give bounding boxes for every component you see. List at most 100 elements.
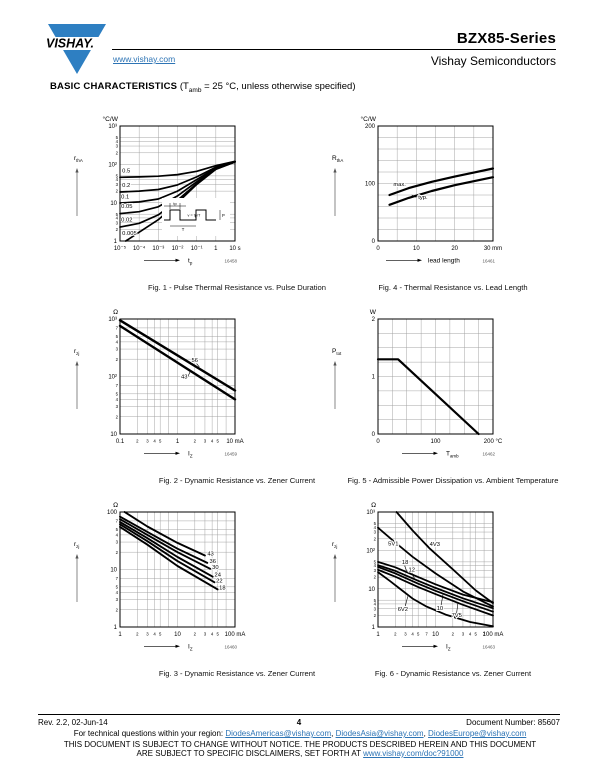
svg-text:IZ: IZ: [188, 451, 193, 459]
svg-text:7: 7: [116, 519, 119, 524]
svg-text:5: 5: [116, 527, 119, 532]
svg-text:3: 3: [462, 632, 465, 637]
svg-text:4: 4: [116, 177, 119, 182]
svg-text:100 mA: 100 mA: [483, 632, 504, 638]
tech-questions-line: For technical questions within your regi…: [0, 729, 600, 738]
svg-text:4: 4: [211, 439, 214, 444]
svg-text:RthA: RthA: [332, 155, 343, 163]
svg-text:2: 2: [136, 439, 139, 444]
svg-text:5: 5: [159, 439, 162, 444]
svg-text:10 mA: 10 mA: [226, 439, 243, 445]
svg-text:Ω: Ω: [371, 502, 376, 509]
disclaimer-doc-link[interactable]: www.vishay.com/doc?91000: [363, 749, 464, 758]
svg-text:5V1: 5V1: [388, 541, 398, 547]
svg-text:30 mm: 30 mm: [484, 246, 502, 252]
svg-text:16463: 16463: [482, 645, 495, 650]
svg-text:rzj: rzj: [332, 541, 337, 549]
svg-text:Ptot: Ptot: [332, 348, 342, 356]
svg-text:3: 3: [204, 439, 207, 444]
fig2-caption: Fig. 2 - Dynamic Resistance vs. Zener Cu…: [158, 476, 316, 485]
svg-text:10⁻⁴: 10⁻⁴: [133, 245, 146, 252]
fig2-chart: 0.1 2 3 4 5 1 2 3 4 5 10 mA 10 2 3 4 5 7 10² 2 3 4 5 7 10³ 56 43 Ω…: [60, 303, 288, 470]
svg-text:0.1: 0.1: [116, 439, 125, 445]
fig1-caption: Fig. 1 - Pulse Thermal Resistance vs. Pu…: [148, 283, 326, 292]
svg-text:4: 4: [153, 632, 156, 637]
svg-text:100: 100: [430, 439, 441, 445]
svg-text:7: 7: [483, 632, 486, 637]
svg-text:16460: 16460: [224, 645, 237, 650]
svg-text:10: 10: [174, 632, 181, 638]
svg-text:3: 3: [116, 347, 119, 352]
svg-text:43: 43: [181, 375, 187, 381]
svg-text:10⁻³: 10⁻³: [152, 246, 164, 252]
svg-text:1: 1: [376, 632, 380, 638]
svg-text:5: 5: [216, 632, 219, 637]
page-subtitle: Vishay Semiconductors: [430, 54, 556, 68]
svg-text:16462: 16462: [482, 452, 495, 457]
svg-text:5: 5: [116, 334, 119, 339]
svg-text:0.05: 0.05: [121, 204, 132, 210]
figure-4: 0 10 20 30 mm 0 100 200 max. typ. °C/W RthA lead le…: [300, 110, 600, 303]
svg-text:24: 24: [214, 573, 221, 579]
svg-text:7: 7: [116, 576, 119, 581]
svg-text:10⁻⁵: 10⁻⁵: [114, 245, 127, 252]
svg-text:10³: 10³: [108, 124, 117, 130]
svg-text:3: 3: [116, 182, 119, 187]
svg-text:10²: 10²: [108, 375, 117, 381]
svg-text:30: 30: [212, 565, 218, 571]
svg-text:10: 10: [110, 568, 117, 574]
figure-1: 10⁻⁵ 10⁻⁴ 10⁻³ 10⁻² 10⁻¹ 1 10 s 1 2 3 4 5 10 2 3 4 5 10² 2…: [0, 110, 326, 303]
svg-text:1: 1: [372, 375, 376, 381]
svg-text:rzj: rzj: [74, 541, 79, 549]
svg-text:10²: 10²: [108, 163, 117, 169]
fig4-caption: Fig. 4 - Thermal Resistance vs. Lead Len…: [378, 283, 528, 292]
svg-text:4: 4: [374, 525, 377, 530]
fig4-chart: 0 10 20 30 mm 0 100 200 max. typ. °C/W RthA lead le…: [318, 110, 546, 277]
svg-text:2: 2: [116, 227, 119, 232]
svg-text:7: 7: [116, 383, 119, 388]
svg-text:max.: max.: [393, 182, 406, 188]
svg-text:°C/W: °C/W: [361, 115, 377, 123]
svg-text:0.2: 0.2: [122, 183, 130, 189]
svg-text:1: 1: [114, 625, 118, 631]
svg-text:IZ: IZ: [188, 644, 193, 652]
disclaimer-line2-text: ARE SUBJECT TO SPECIFIC DISCLAIMERS, SET…: [136, 749, 364, 758]
svg-text:2: 2: [116, 550, 119, 555]
svg-text:tp: tp: [188, 258, 193, 266]
svg-text:7: 7: [116, 326, 119, 331]
svg-text:4: 4: [411, 632, 414, 637]
svg-text:W: W: [370, 309, 377, 316]
figure-3: 1 2 3 4 5 10 2 3 4 5 100 mA 1 2 3 4 5 7 10 2 3 4 5 7 100 43 36 30 2…: [0, 496, 315, 689]
svg-text:12: 12: [409, 568, 415, 574]
svg-text:°C/W: °C/W: [103, 115, 119, 123]
svg-text:4: 4: [374, 563, 377, 568]
svg-text:4: 4: [153, 439, 156, 444]
europe-email-link[interactable]: DiodesEurope@vishay.com: [428, 729, 527, 738]
svg-text:16458: 16458: [224, 259, 237, 264]
svg-text:2: 2: [374, 613, 377, 618]
svg-text:56: 56: [191, 358, 197, 364]
svg-text:10³: 10³: [366, 510, 375, 516]
svg-text:5: 5: [216, 439, 219, 444]
americas-email-link[interactable]: DiodesAmericas@vishay.com: [225, 729, 332, 738]
svg-text:2: 2: [116, 357, 119, 362]
svg-text:5: 5: [474, 632, 477, 637]
svg-text:10: 10: [110, 201, 117, 207]
vishay-website-link[interactable]: www.vishay.com: [113, 54, 176, 64]
svg-text:3: 3: [204, 632, 207, 637]
logo-text: VISHAY.: [46, 37, 94, 51]
svg-text:3: 3: [116, 597, 119, 602]
svg-text:4: 4: [116, 339, 119, 344]
svg-text:0: 0: [372, 432, 376, 438]
figure-6: 1 2 3 4 5 7 10 2 3 4 5 7 100 mA 1 2 3 4 5 10 2 3 4 5 10² 2 3 4 5 10³…: [300, 496, 600, 689]
svg-text:rzj: rzj: [74, 348, 79, 356]
asia-email-link[interactable]: DiodesAsia@vishay.com: [335, 729, 424, 738]
svg-text:4: 4: [374, 602, 377, 607]
svg-text:43: 43: [207, 552, 213, 558]
svg-text:10⁻¹: 10⁻¹: [191, 246, 203, 252]
svg-text:10: 10: [368, 587, 375, 593]
svg-text:typ.: typ.: [418, 195, 428, 201]
header-rule: [112, 49, 556, 51]
figure-2: 0.1 2 3 4 5 1 2 3 4 5 10 mA 10 2 3 4 5 7 10² 2 3 4 5 7 10³ 56 43 Ω…: [0, 303, 315, 496]
